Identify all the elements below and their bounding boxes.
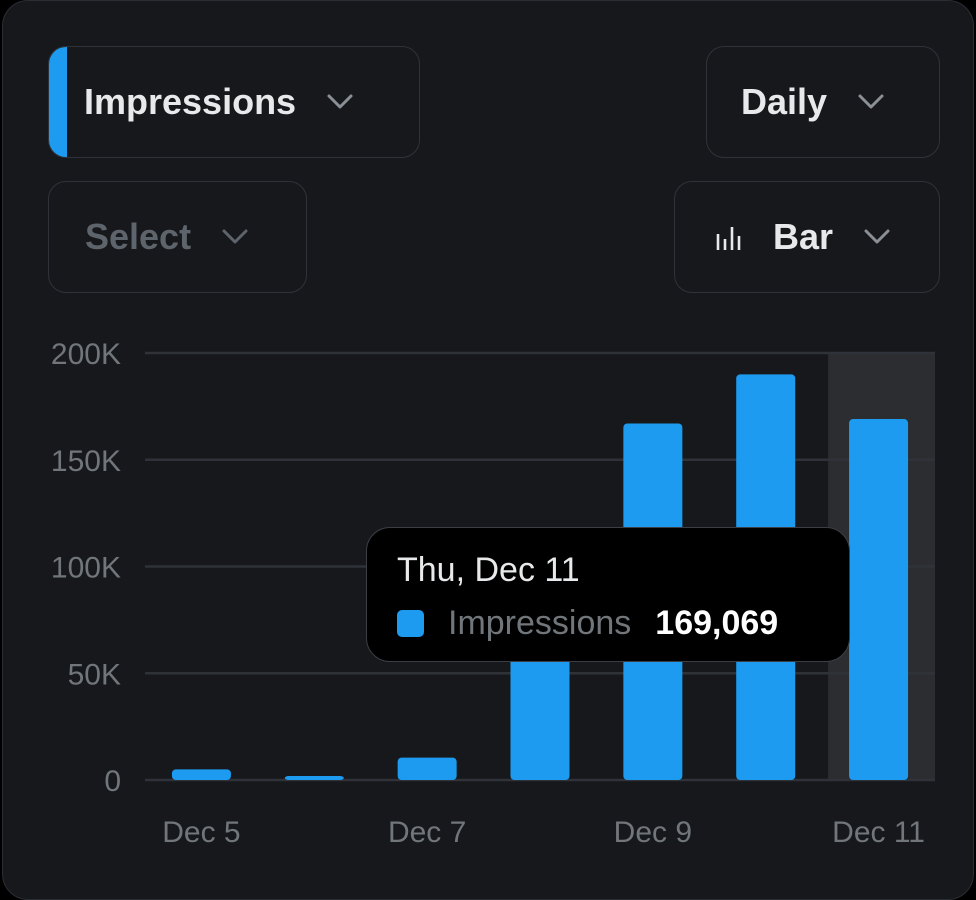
chart-type-label: Bar <box>773 216 834 257</box>
chart-tooltip: Thu, Dec 11 Impressions 169,069 <box>366 527 850 662</box>
tooltip-date: Thu, Dec 11 <box>397 551 580 589</box>
period-dropdown[interactable]: Daily <box>706 46 940 158</box>
chevron-down-icon <box>864 229 890 244</box>
x-tick-label: Dec 11 <box>832 816 925 849</box>
chart-type-dropdown[interactable]: Bar <box>674 181 940 293</box>
bar-dec-5[interactable] <box>171 769 231 780</box>
chevron-down-icon <box>327 94 353 109</box>
tooltip-value: 169,069 <box>655 604 779 642</box>
chevron-down-icon <box>858 94 884 109</box>
chevron-down-icon <box>222 229 248 244</box>
x-tick-label: Dec 5 <box>162 816 240 849</box>
period-dropdown-label: Daily <box>741 81 828 122</box>
y-tick-label: 50K <box>68 658 121 691</box>
bar-chart-icon <box>716 227 741 250</box>
y-tick-label: 200K <box>51 338 121 371</box>
bar-dec-6[interactable] <box>284 776 344 780</box>
compare-select-dropdown[interactable]: Select <box>48 181 307 293</box>
metric-accent-bar <box>49 47 67 157</box>
x-tick-label: Dec 9 <box>614 816 692 849</box>
metric-dropdown-label: Impressions <box>84 81 297 122</box>
compare-select-placeholder: Select <box>85 216 192 257</box>
impressions-bar-chart: 0 50K 100K 150K 200K Dec 5 Dec 7 Dec 9 Dec 11 <box>51 338 935 849</box>
tooltip-row: Impressions 169,069 <box>397 604 821 643</box>
metric-dropdown[interactable]: Impressions <box>48 46 420 158</box>
y-tick-label: 0 <box>104 765 121 798</box>
y-tick-label: 100K <box>51 552 121 585</box>
x-tick-label: Dec 7 <box>388 816 466 849</box>
bar-dec-11[interactable] <box>849 419 909 780</box>
bar-dec-7[interactable] <box>397 757 457 780</box>
tooltip-series-name: Impressions <box>448 604 632 642</box>
tooltip-series-swatch <box>397 610 424 637</box>
y-tick-label: 150K <box>51 445 121 478</box>
